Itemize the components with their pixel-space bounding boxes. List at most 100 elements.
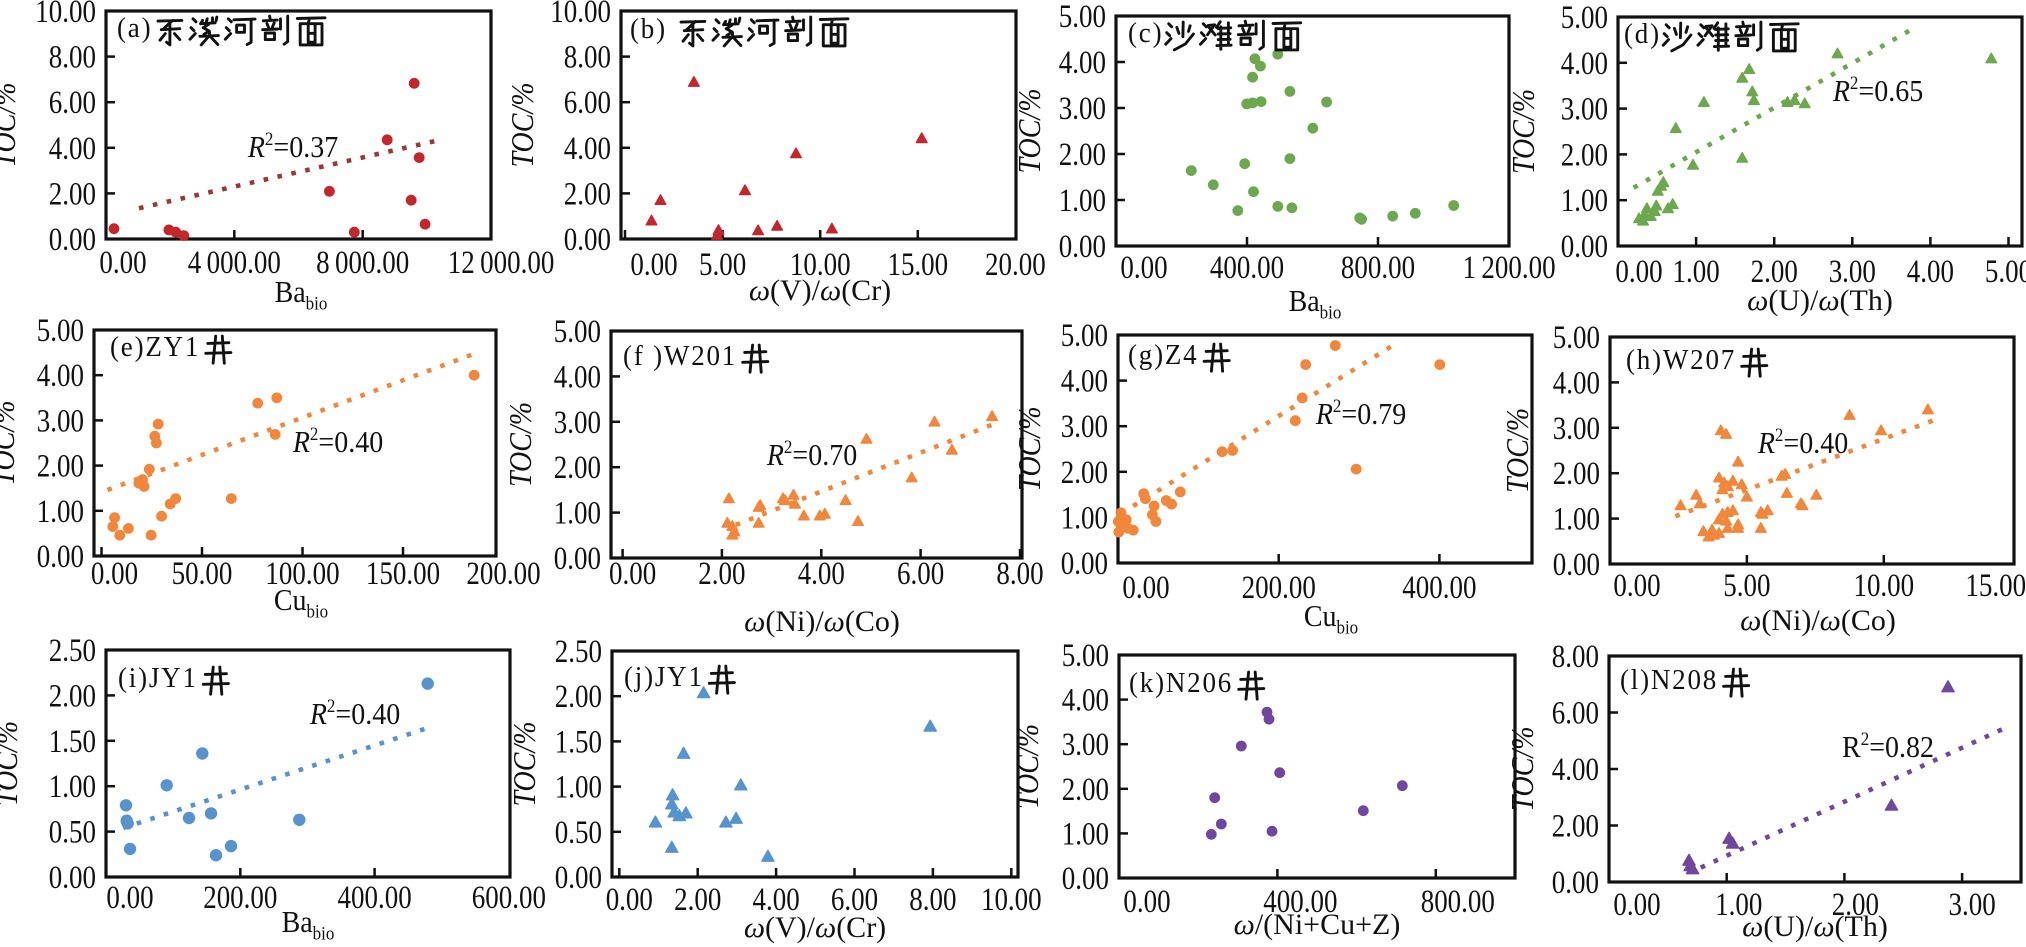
svg-text:2.00: 2.00 <box>554 450 601 486</box>
svg-text:(j)JY1: (j)JY1 <box>624 661 704 693</box>
svg-text:8 000.00: 8 000.00 <box>316 245 409 281</box>
svg-text:2.00: 2.00 <box>564 176 611 212</box>
svg-text:4.00: 4.00 <box>1907 254 1954 290</box>
svg-text:3.00: 3.00 <box>37 403 84 439</box>
svg-text:400.00: 400.00 <box>1263 884 1337 920</box>
svg-text:4.00: 4.00 <box>1061 363 1108 399</box>
svg-text:0.00: 0.00 <box>630 247 677 283</box>
svg-text:TOC/%: TOC/% <box>1014 88 1048 173</box>
svg-text:0.00: 0.00 <box>49 222 96 258</box>
svg-text:TOC/%: TOC/% <box>505 402 539 487</box>
svg-text:1 200.00: 1 200.00 <box>1462 250 1555 286</box>
svg-text:R2=0.82: R2=0.82 <box>1842 728 1934 764</box>
svg-text:2.00: 2.00 <box>49 176 96 212</box>
svg-text:8.00: 8.00 <box>49 39 96 75</box>
svg-text:0.00: 0.00 <box>91 556 138 592</box>
svg-text:0.00: 0.00 <box>1613 568 1660 604</box>
svg-text:4 000.00: 4 000.00 <box>188 245 281 281</box>
svg-text:0.00: 0.00 <box>99 245 146 281</box>
svg-text:400.00: 400.00 <box>1210 250 1284 286</box>
svg-text:2.00: 2.00 <box>1061 455 1108 491</box>
svg-text:ω(U)/ω(Th): ω(U)/ω(Th) <box>1742 910 1888 943</box>
svg-text:Cubio: Cubio <box>274 584 328 622</box>
svg-text:5.00: 5.00 <box>1061 318 1108 354</box>
svg-text:4.00: 4.00 <box>37 358 84 394</box>
svg-text:12 000.00: 12 000.00 <box>448 245 555 281</box>
svg-text:1.50: 1.50 <box>49 724 96 760</box>
svg-text:1.00: 1.00 <box>49 769 96 805</box>
svg-text:2.00: 2.00 <box>1059 137 1106 173</box>
svg-text:0.00: 0.00 <box>555 860 602 896</box>
svg-text:0.00: 0.00 <box>1561 229 1608 265</box>
svg-text:1.00: 1.00 <box>1059 183 1106 219</box>
svg-text:3.00: 3.00 <box>1948 887 1995 923</box>
svg-text:1.00: 1.00 <box>1715 887 1762 923</box>
svg-text:4.00: 4.00 <box>1059 45 1106 81</box>
svg-text:5.00: 5.00 <box>37 313 84 349</box>
svg-text:2.00: 2.00 <box>1832 887 1879 923</box>
svg-text:0.00: 0.00 <box>606 882 653 918</box>
svg-text:6.00: 6.00 <box>49 85 96 121</box>
svg-text:TOC/%: TOC/% <box>1014 406 1048 491</box>
svg-text:10.00: 10.00 <box>790 247 851 283</box>
svg-text:8.00: 8.00 <box>909 882 956 918</box>
svg-text:8.00: 8.00 <box>564 39 611 75</box>
svg-text:6.00: 6.00 <box>897 556 944 592</box>
svg-text:(c): (c) <box>1128 17 1163 49</box>
svg-text:0.00: 0.00 <box>1062 861 1109 897</box>
svg-text:TOC/%: TOC/% <box>1507 726 1541 811</box>
svg-text:3.00: 3.00 <box>1062 727 1109 763</box>
svg-text:(b): (b) <box>630 13 667 45</box>
svg-text:800.00: 800.00 <box>1341 250 1415 286</box>
svg-text:3.00: 3.00 <box>1829 254 1876 290</box>
svg-text:6.00: 6.00 <box>1552 695 1599 731</box>
svg-text:0.50: 0.50 <box>49 814 96 850</box>
svg-text:0.00: 0.00 <box>1120 250 1167 286</box>
svg-text:1.00: 1.00 <box>1061 500 1108 536</box>
svg-text:4.00: 4.00 <box>1062 682 1109 718</box>
svg-text:TOC/%: TOC/% <box>0 400 21 485</box>
svg-text:0.00: 0.00 <box>1123 884 1170 920</box>
svg-text:R2=0.79: R2=0.79 <box>1315 395 1406 431</box>
svg-text:2.00: 2.00 <box>49 678 96 714</box>
svg-text:1.00: 1.00 <box>1561 183 1608 219</box>
svg-text:0.00: 0.00 <box>1059 229 1106 265</box>
svg-text:ω(V)/ω(Cr): ω(V)/ω(Cr) <box>744 911 886 944</box>
svg-text:R2=0.40: R2=0.40 <box>292 423 383 459</box>
svg-text:3.00: 3.00 <box>1553 411 1600 447</box>
svg-text:50.00: 50.00 <box>172 556 233 592</box>
svg-text:Babio: Babio <box>282 906 335 944</box>
svg-text:8.00: 8.00 <box>996 556 1043 592</box>
svg-text:3.00: 3.00 <box>1561 91 1608 127</box>
svg-text:5.00: 5.00 <box>554 314 601 350</box>
svg-text:1.50: 1.50 <box>555 724 602 760</box>
svg-text:2.00: 2.00 <box>1561 137 1608 173</box>
svg-text:0.00: 0.00 <box>1552 865 1599 901</box>
svg-text:1.00: 1.00 <box>37 494 84 530</box>
svg-text:20.00: 20.00 <box>985 247 1046 283</box>
svg-text:4.00: 4.00 <box>752 882 799 918</box>
svg-text:(f )W201: (f )W201 <box>623 340 737 372</box>
svg-text:2.00: 2.00 <box>37 448 84 484</box>
svg-text:4.00: 4.00 <box>49 131 96 167</box>
svg-text:2.00: 2.00 <box>698 556 745 592</box>
svg-text:1.00: 1.00 <box>1062 816 1109 852</box>
svg-text:R2=0.40: R2=0.40 <box>309 695 400 731</box>
svg-text:400.00: 400.00 <box>1402 570 1476 606</box>
svg-text:(d): (d) <box>1624 18 1661 50</box>
svg-text:0.00: 0.00 <box>1061 546 1108 582</box>
svg-text:1.00: 1.00 <box>554 495 601 531</box>
svg-text:5.00: 5.00 <box>1059 0 1106 35</box>
svg-text:5.00: 5.00 <box>1723 568 1770 604</box>
svg-text:2.00: 2.00 <box>1553 456 1600 492</box>
svg-text:(h)W207: (h)W207 <box>1626 344 1736 376</box>
svg-text:0.00: 0.00 <box>564 222 611 258</box>
svg-text:400.00: 400.00 <box>337 880 411 916</box>
svg-text:600.00: 600.00 <box>472 880 546 916</box>
svg-text:10.00: 10.00 <box>35 0 96 30</box>
svg-text:0.00: 0.00 <box>1553 547 1600 583</box>
svg-text:150.00: 150.00 <box>366 556 440 592</box>
svg-text:R2=0.65: R2=0.65 <box>1832 72 1923 108</box>
svg-text:0.00: 0.00 <box>1122 570 1169 606</box>
svg-text:4.00: 4.00 <box>1552 752 1599 788</box>
